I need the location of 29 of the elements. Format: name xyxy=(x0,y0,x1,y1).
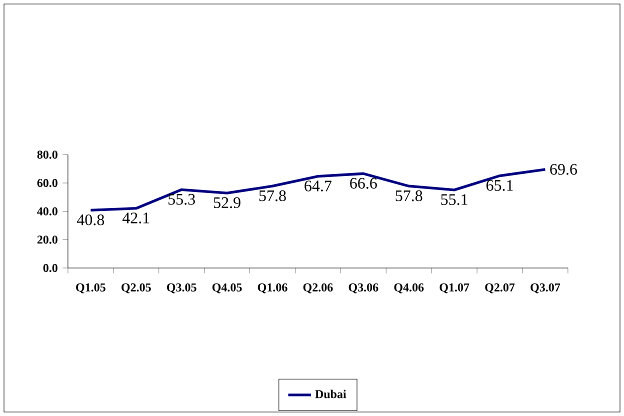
data-label: 55.3 xyxy=(168,194,195,205)
line-series xyxy=(89,168,547,212)
data-label: 69.6 xyxy=(550,164,578,175)
y-tick-label: 80.0 xyxy=(37,150,58,159)
data-label: 52.9 xyxy=(214,197,240,208)
y-tick-label: 20.0 xyxy=(37,236,58,244)
x-tick-label: Q2.06 xyxy=(303,283,333,294)
x-tick-label: Q1.06 xyxy=(258,283,288,294)
y-tick-label: 0.0 xyxy=(43,264,58,272)
legend-label: Dubai xyxy=(315,390,346,398)
data-label: 42.1 xyxy=(122,212,150,224)
data-label: 57.8 xyxy=(396,190,422,202)
data-label: 65.1 xyxy=(486,180,513,191)
data-label: 66.6 xyxy=(350,178,377,189)
x-tick-label: Q1.07 xyxy=(440,283,470,294)
y-tick-label: 60.0 xyxy=(37,178,58,188)
data-label: 55.1 xyxy=(441,194,468,205)
x-tick-label: Q2.07 xyxy=(485,283,515,294)
y-tick-label: 40.0 xyxy=(37,207,58,216)
x-tick-label: Q1.05 xyxy=(76,283,106,294)
x-tick-label: Q3.07 xyxy=(530,283,560,294)
x-tick-label: Q2.05 xyxy=(122,283,151,294)
data-label: 57.8 xyxy=(259,190,286,202)
data-label: 40.8 xyxy=(76,214,104,226)
data-label: 64.7 xyxy=(304,180,332,192)
x-tick-label: Q4.05 xyxy=(212,283,242,294)
x-tick-label: Q3.05 xyxy=(167,283,196,294)
x-tick-label: Q4.06 xyxy=(394,283,424,294)
x-tick-label: Q3.06 xyxy=(348,283,378,294)
